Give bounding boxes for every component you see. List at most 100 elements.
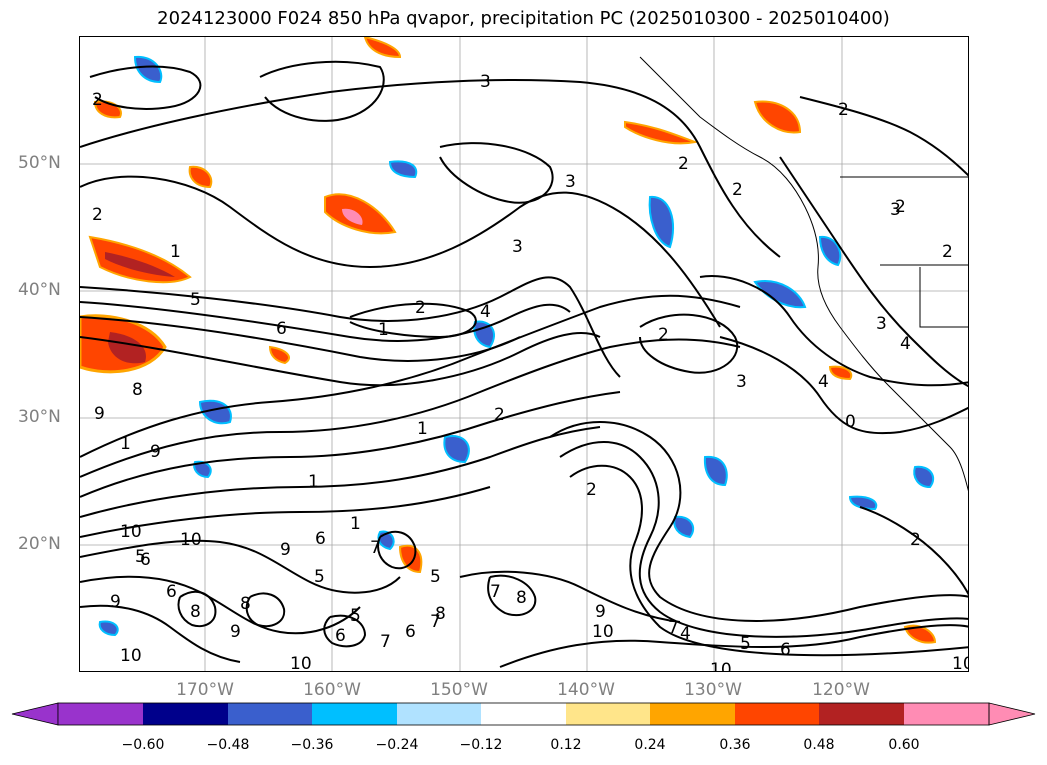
- contour-label: 2: [415, 298, 426, 318]
- contour-label: 3: [876, 314, 887, 334]
- contour-label: 3: [565, 172, 576, 192]
- precip-patch: [324, 193, 397, 235]
- contour-label: 3: [480, 72, 491, 92]
- contour-line: [559, 441, 968, 638]
- contour-label: 8: [435, 604, 446, 624]
- precip-patch: [624, 120, 699, 145]
- precip-patch: [443, 435, 470, 464]
- contour-label: 9: [150, 442, 161, 462]
- colorbar-segment: [735, 703, 819, 725]
- contour-label: 10: [290, 654, 312, 672]
- precip-patch: [98, 620, 119, 637]
- contour-label: 2: [678, 154, 689, 174]
- contour-line: [549, 421, 968, 622]
- contour-label: 4: [818, 372, 829, 392]
- contour-label: 6: [335, 626, 346, 646]
- contour-label: 6: [166, 582, 177, 602]
- colorbar-segment: [397, 703, 481, 725]
- contour-line: [349, 302, 477, 339]
- contour-line: [80, 575, 361, 635]
- contour-line: [80, 316, 521, 362]
- colorbar-segment: [58, 703, 143, 725]
- contour-line: [259, 60, 385, 122]
- contour-line: [89, 65, 202, 110]
- contour-label: 6: [315, 529, 326, 549]
- contour-label: 7: [430, 612, 441, 632]
- contour-label: 9: [110, 592, 121, 612]
- coastline: [639, 56, 968, 492]
- lat-label: 30°N: [18, 407, 61, 427]
- page-title: 2024123000 F024 850 hPa qvapor, precipit…: [157, 8, 890, 29]
- precip-patch: [848, 495, 878, 511]
- colorbar-segment: [566, 703, 650, 725]
- contour-label: 2: [586, 480, 597, 500]
- contour-label: 6: [276, 319, 287, 339]
- colorbar-segment: [819, 703, 904, 725]
- contour-line: [719, 336, 968, 435]
- contour-line: [80, 175, 721, 328]
- contour-label: 4: [480, 302, 491, 322]
- contour-line: [487, 574, 537, 617]
- contour-label: 2: [92, 205, 103, 225]
- contour-line: [439, 142, 554, 204]
- contour-label-layer: 3 2 2 1 2 1 5 6 2 4 2 3 3 3 2 2 1 8 9 1 …: [92, 72, 968, 672]
- colorbar-extend-high: [988, 702, 1036, 726]
- contour-label: 10: [120, 522, 142, 542]
- contour-label: 9: [94, 404, 105, 424]
- contour-line: [699, 275, 968, 387]
- contour-label: 5: [350, 606, 361, 626]
- colorbar-segment: [904, 703, 989, 725]
- contour-line: [377, 530, 417, 570]
- colorbar-tick-label: −0.48: [206, 737, 250, 753]
- contour-label: 8: [516, 588, 527, 608]
- lat-label: 20°N: [18, 534, 61, 554]
- contour-line: [459, 570, 681, 623]
- colorbar-segment: [143, 703, 228, 725]
- contour-label: 7: [668, 618, 679, 638]
- precip-patch: [648, 195, 675, 249]
- contour-label: 2: [942, 242, 953, 262]
- lon-label: 150°W: [430, 680, 488, 700]
- graticule: [80, 37, 968, 671]
- contour-line: [80, 79, 781, 258]
- contour-label: 10: [710, 660, 732, 672]
- lat-label: 40°N: [18, 280, 61, 300]
- precip-patch: [473, 320, 495, 349]
- contour-line: [80, 338, 741, 478]
- precip-patch: [188, 165, 213, 189]
- lon-label: 170°W: [176, 680, 234, 700]
- lon-label: 120°W: [812, 680, 870, 700]
- contour-label: 2: [658, 325, 669, 345]
- contour-label: 6: [140, 550, 151, 570]
- contour-line: [499, 624, 968, 668]
- lon-label: 130°W: [684, 680, 742, 700]
- precip-patch: [133, 55, 163, 84]
- colorbar-tick-label: −0.36: [290, 737, 334, 753]
- contour-line: [323, 614, 367, 648]
- precip-patch: [828, 365, 853, 381]
- map-panel: 3 2 2 1 2 1 5 6 2 4 2 3 3 3 2 2 1 8 9 1 …: [79, 36, 969, 672]
- contour-line: [177, 590, 217, 627]
- colorbar-extend-low: [11, 702, 59, 726]
- precip-patch: [105, 252, 175, 277]
- contour-label: 3: [512, 237, 523, 257]
- contour-label: 7: [490, 582, 501, 602]
- qvapor-contours: [80, 60, 968, 668]
- contour-label: 3: [890, 200, 901, 220]
- colorbar-tick-label: 0.48: [803, 737, 835, 753]
- precip-patch: [703, 455, 728, 487]
- contour-label: 7: [380, 632, 391, 652]
- contour-label: 2: [732, 180, 743, 200]
- contour-line: [569, 464, 968, 657]
- contour-label: 7: [370, 538, 381, 558]
- contour-label: 5: [430, 567, 441, 587]
- contour-label: 2: [92, 90, 103, 110]
- precip-patch: [673, 515, 695, 539]
- contour-line: [80, 539, 401, 594]
- contour-label: 0: [845, 412, 856, 432]
- colorbar-tick-label: 0.24: [634, 737, 666, 753]
- colorbar-segment: [650, 703, 735, 725]
- coastline-layer: [639, 56, 968, 492]
- colorbar-tick-label: −0.60: [121, 737, 165, 753]
- contour-label: 8: [132, 380, 143, 400]
